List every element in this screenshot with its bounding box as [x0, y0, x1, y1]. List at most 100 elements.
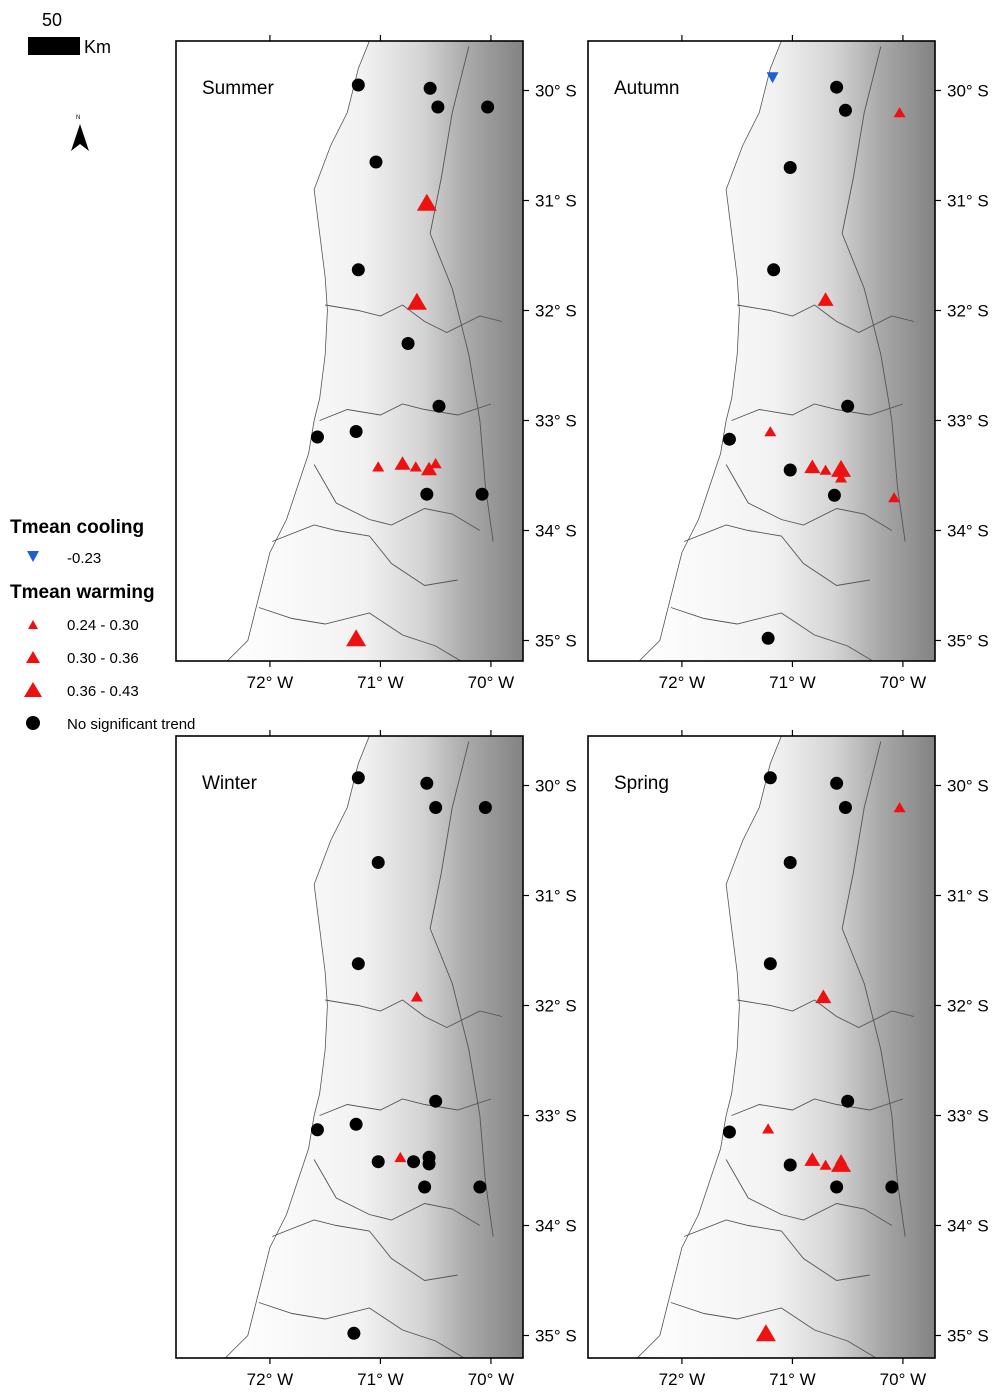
station-no-trend — [401, 337, 415, 350]
region-border — [841, 46, 906, 542]
lon-tick-label: 70° W — [880, 1370, 926, 1389]
land-relief — [638, 41, 935, 661]
station-no-trend — [420, 776, 434, 790]
region-border — [683, 1219, 870, 1281]
map-panels: Summer 72° W 71° W 70° W 30° S 31° S 32° S 33° … — [175, 35, 989, 1389]
panel-title: Winter — [202, 773, 258, 794]
station-no-trend — [830, 1180, 844, 1194]
legend-warming-medium-label: 0.30 - 0.36 — [67, 650, 139, 667]
station-no-trend — [478, 801, 492, 814]
station-warming-medium — [421, 461, 438, 476]
region-border — [319, 1098, 492, 1116]
lat-tick-label: 33° S — [535, 1107, 577, 1126]
lat-tick-label: 33° S — [535, 412, 577, 431]
panel-title: Autumn — [614, 78, 679, 99]
map-panel-summer: Summer 72° W 71° W 70° W 30° S 31° S 32° S 33° … — [175, 35, 577, 692]
panel-frame — [587, 40, 936, 662]
region-border — [325, 304, 503, 334]
station-warming-medium — [817, 292, 834, 306]
lat-tick-label: 34° S — [535, 1217, 577, 1236]
legend-warming-large-symbol — [24, 682, 42, 697]
station-no-trend — [349, 425, 363, 438]
region-border — [429, 46, 494, 542]
legend-warming-small-label: 0.24 - 0.30 — [67, 617, 139, 634]
legend: Tmean cooling -0.23 Tmean warming 0.24 -… — [10, 517, 195, 733]
lat-tick-label: 33° S — [947, 1107, 989, 1126]
panel-title: Spring — [614, 773, 669, 794]
station-no-trend — [783, 1158, 797, 1172]
lat-tick-label: 31° S — [947, 192, 989, 211]
lon-tick-label: 72° W — [659, 1370, 705, 1389]
lat-tick-label: 34° S — [535, 522, 577, 541]
panel-title: Summer — [202, 78, 274, 99]
map-panel-autumn: Autumn 72° W 71° W 70° W 30° S 31° S 32° S 33° … — [587, 35, 989, 692]
station-warming-small — [893, 802, 906, 813]
station-warming-small — [372, 461, 385, 472]
station-no-trend — [838, 103, 852, 117]
lat-tick-label: 30° S — [947, 777, 989, 796]
region-border — [313, 464, 481, 531]
station-warming-small — [819, 464, 832, 475]
legend-warming-large-label: 0.36 - 0.43 — [67, 683, 139, 700]
station-no-trend — [351, 957, 365, 971]
region-border — [670, 607, 874, 661]
station-warming-small — [429, 458, 442, 469]
land-relief — [224, 736, 523, 1358]
station-no-trend — [761, 631, 775, 645]
station-no-trend — [475, 487, 489, 501]
station-no-trend — [830, 80, 844, 94]
north-arrow-label: N — [76, 115, 80, 121]
scale-bar-value: 50 — [42, 10, 62, 30]
land-relief — [636, 736, 935, 1358]
panel-frame — [175, 40, 524, 662]
lat-tick-label: 33° S — [947, 412, 989, 431]
region-border — [319, 403, 492, 421]
station-warming-small — [410, 991, 423, 1002]
legend-warming-medium-symbol — [26, 651, 40, 663]
lat-tick-label: 31° S — [947, 887, 989, 906]
station-no-trend — [473, 1180, 487, 1194]
station-no-trend — [351, 78, 365, 92]
lon-tick-label: 72° W — [247, 1370, 293, 1389]
lon-tick-label: 72° W — [659, 673, 705, 692]
scale-bar: 50 Km — [28, 10, 111, 57]
station-warming-small — [835, 472, 848, 483]
region-border — [271, 524, 458, 586]
lat-tick-label: 35° S — [947, 1327, 989, 1346]
lon-tick-label: 71° W — [357, 1370, 403, 1389]
station-no-trend — [407, 1155, 421, 1169]
region-border — [683, 524, 870, 586]
map-panel-spring: Spring 72° W 71° W 70° W 30° S 31° S 32° S 33° … — [587, 730, 989, 1389]
region-border — [725, 1159, 893, 1226]
lat-tick-label: 32° S — [947, 997, 989, 1016]
station-no-trend — [423, 81, 437, 95]
region-border — [429, 741, 494, 1237]
lon-tick-label: 71° W — [357, 673, 403, 692]
region-border — [325, 999, 503, 1029]
north-arrow-icon: N — [71, 115, 89, 151]
lat-tick-label: 34° S — [947, 1217, 989, 1236]
lat-tick-label: 35° S — [947, 632, 989, 651]
station-warming-large — [755, 1324, 776, 1342]
lat-tick-label: 31° S — [535, 192, 577, 211]
panel-frame — [587, 735, 936, 1359]
region-border — [271, 1219, 458, 1281]
lat-tick-label: 30° S — [947, 82, 989, 101]
station-no-trend — [885, 1180, 899, 1194]
lat-tick-label: 35° S — [535, 1327, 577, 1346]
station-no-trend — [351, 263, 365, 277]
station-no-trend — [349, 1117, 363, 1131]
land-relief — [226, 41, 523, 661]
station-no-trend — [841, 399, 855, 413]
lon-tick-label: 71° W — [769, 1370, 815, 1389]
legend-warming-title: Tmean warming — [10, 582, 155, 603]
station-no-trend — [481, 100, 495, 114]
station-warming-small — [764, 426, 777, 437]
station-warming-small — [819, 1159, 832, 1170]
station-no-trend — [418, 1180, 432, 1194]
lat-tick-label: 31° S — [535, 887, 577, 906]
lat-tick-label: 30° S — [535, 82, 577, 101]
station-warming-large — [406, 292, 427, 310]
station-warming-medium — [815, 989, 832, 1004]
